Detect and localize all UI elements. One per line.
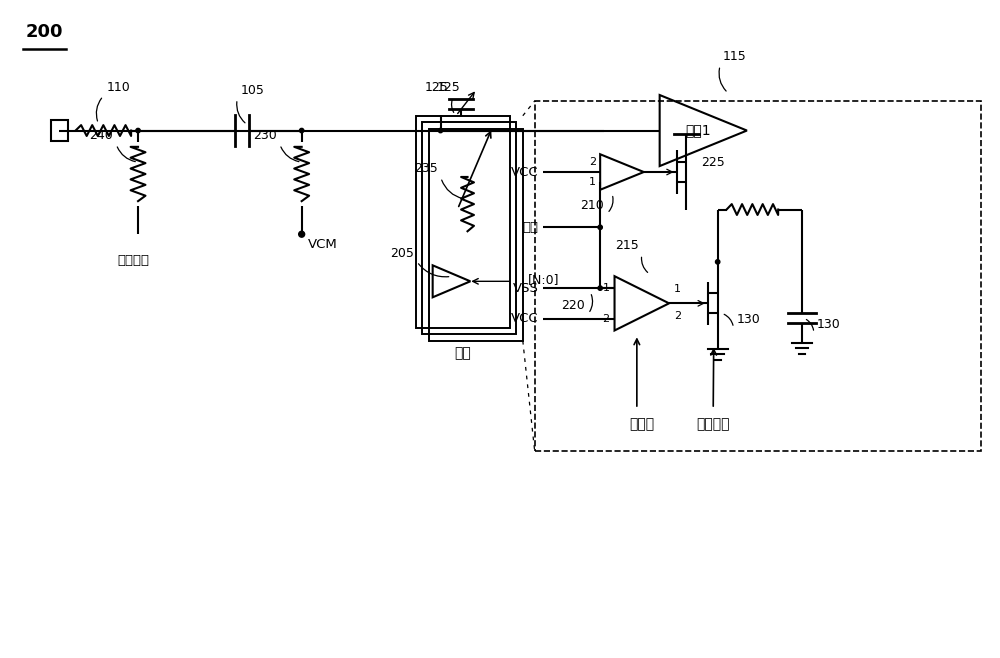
Text: 130: 130	[817, 318, 841, 331]
Text: 115: 115	[723, 51, 747, 63]
Text: 125: 125	[437, 81, 461, 94]
Circle shape	[598, 286, 602, 290]
Circle shape	[438, 128, 443, 133]
Bar	[535, 101, 981, 451]
Circle shape	[598, 225, 602, 230]
Text: 1: 1	[589, 177, 596, 187]
Bar	[429, 128, 523, 341]
Circle shape	[136, 128, 140, 133]
Text: 110: 110	[106, 81, 130, 94]
Text: 2: 2	[589, 157, 596, 167]
Text: 220: 220	[562, 299, 585, 312]
Text: VCC: VCC	[511, 166, 539, 178]
Text: VCM: VCM	[308, 238, 337, 251]
Text: 虚拟接地: 虚拟接地	[117, 254, 149, 267]
Text: 235: 235	[414, 163, 438, 176]
Text: 高阻抗: 高阻抗	[629, 417, 654, 431]
Bar	[416, 116, 510, 328]
Text: 环回: 环回	[523, 221, 539, 234]
Text: 1: 1	[674, 284, 681, 293]
Bar	[422, 122, 516, 334]
Text: 225: 225	[701, 156, 725, 168]
Text: VSS: VSS	[513, 282, 539, 295]
Text: 130: 130	[737, 313, 760, 326]
Text: 240: 240	[90, 130, 113, 142]
Text: VCC: VCC	[511, 312, 539, 325]
Text: 105: 105	[240, 84, 264, 97]
Circle shape	[299, 231, 305, 237]
Text: 125: 125	[425, 81, 449, 94]
Text: 2: 2	[674, 311, 681, 321]
Text: 阶段1: 阶段1	[686, 124, 711, 138]
Circle shape	[715, 260, 720, 264]
Circle shape	[299, 128, 304, 133]
Bar	[51, 120, 68, 141]
Text: 环回: 环回	[454, 346, 471, 360]
Text: 200: 200	[26, 23, 63, 41]
Text: 1: 1	[603, 283, 610, 293]
Text: 实现环回: 实现环回	[696, 417, 730, 431]
Text: 230: 230	[253, 130, 277, 142]
Text: [N:0]: [N:0]	[528, 273, 559, 286]
Text: 2: 2	[602, 313, 610, 324]
Text: 205: 205	[390, 247, 414, 260]
Text: 210: 210	[580, 199, 604, 211]
Text: 215: 215	[615, 240, 639, 253]
